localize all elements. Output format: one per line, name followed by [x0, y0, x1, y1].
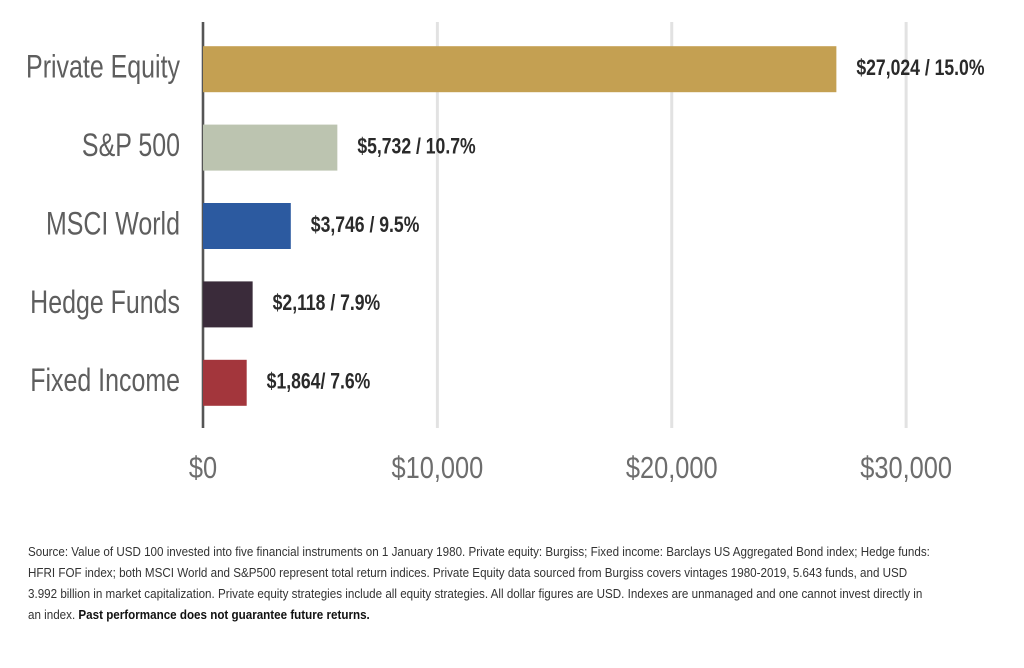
bar: [203, 359, 247, 406]
bar: [203, 46, 837, 93]
y-tick-label: S&P 500: [82, 128, 180, 164]
bar: [203, 281, 253, 328]
chart: $0 $10,000 $20,000 $30,000 Private Equity $27…: [26, 22, 985, 486]
value-label: $2,118 / 7.9%: [273, 291, 381, 315]
x-tick-label: $20,000: [626, 451, 718, 486]
x-tick-label: $0: [189, 451, 217, 486]
footnote: Source: Value of USD 100 invested into f…: [28, 542, 930, 626]
value-label: $1,864/ 7.6%: [267, 370, 371, 394]
footnote-emphasis: Past performance does not guarantee futu…: [78, 608, 370, 622]
bar: [203, 203, 291, 249]
value-label: $27,024 / 15.0%: [856, 56, 984, 80]
value-label: $3,746 / 9.5%: [311, 213, 420, 237]
value-label: $5,732 / 10.7%: [357, 135, 476, 159]
x-tick-label: $30,000: [860, 451, 952, 486]
x-tick-label: $10,000: [391, 451, 483, 486]
y-tick-label: MSCI World: [46, 207, 180, 243]
y-tick-label: Hedge Funds: [30, 285, 180, 321]
y-tick-label: Fixed Income: [30, 363, 180, 399]
footnote-text: Source: Value of USD 100 invested into f…: [28, 545, 930, 622]
bar: [203, 124, 338, 171]
y-tick-label: Private Equity: [26, 50, 181, 86]
